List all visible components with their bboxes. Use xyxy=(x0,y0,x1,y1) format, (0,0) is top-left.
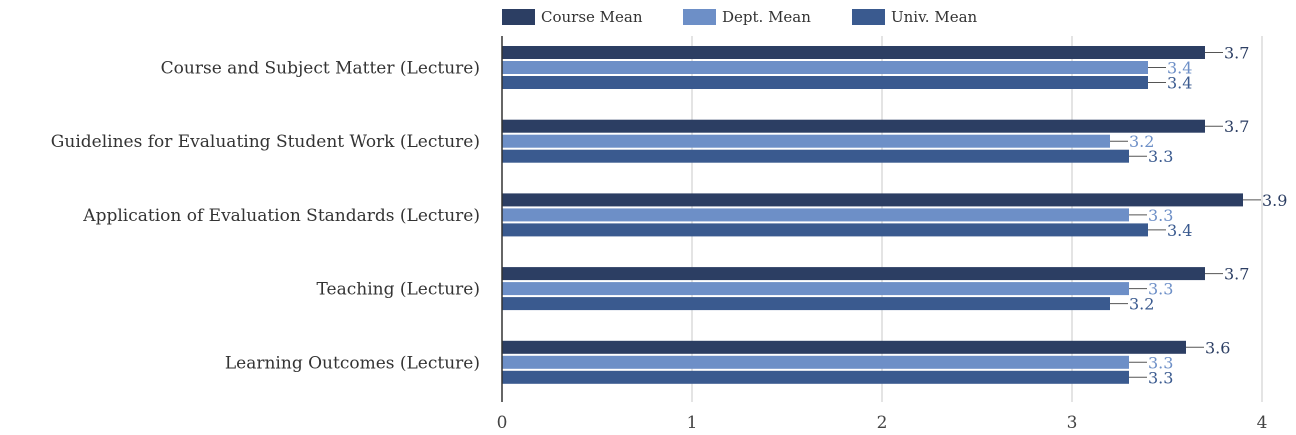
data-label-5-2: 3.3 xyxy=(1148,353,1173,372)
x-tick-label-3: 3 xyxy=(1067,413,1078,433)
bar-3-1 xyxy=(502,193,1243,207)
data-label-1-2: 3.4 xyxy=(1167,59,1192,78)
category-label-2: Guidelines for Evaluating Student Work (… xyxy=(51,132,480,152)
bar-4-3 xyxy=(502,297,1110,311)
x-tick-label-0: 0 xyxy=(497,413,508,433)
legend-label-2: Dept. Mean xyxy=(722,8,811,26)
leader-lines xyxy=(1110,52,1261,378)
bar-3-2 xyxy=(502,208,1129,222)
data-label-2-1: 3.7 xyxy=(1224,117,1249,136)
bar-4-2 xyxy=(502,282,1129,296)
data-label-5-3: 3.3 xyxy=(1148,368,1173,387)
category-label-1: Course and Subject Matter (Lecture) xyxy=(161,59,480,79)
legend-swatch-1 xyxy=(502,9,535,25)
bar-3-3 xyxy=(502,223,1148,237)
legend-swatch-3 xyxy=(852,9,885,25)
bar-5-1 xyxy=(502,340,1186,354)
bar-5-3 xyxy=(502,370,1129,384)
data-label-2-3: 3.3 xyxy=(1148,147,1173,166)
bar-2-1 xyxy=(502,119,1205,133)
data-label-1-1: 3.7 xyxy=(1224,44,1249,63)
category-labels: Course and Subject Matter (Lecture) Guide… xyxy=(51,59,480,374)
category-label-4: Teaching (Lecture) xyxy=(317,280,480,300)
data-label-1-3: 3.4 xyxy=(1167,74,1192,93)
x-tick-label-2: 2 xyxy=(877,413,888,433)
data-label-4-2: 3.3 xyxy=(1148,280,1173,299)
legend: Course Mean Dept. Mean Univ. Mean xyxy=(502,8,978,26)
category-label-5: Learning Outcomes (Lecture) xyxy=(225,353,480,373)
bars xyxy=(502,46,1243,384)
legend-label-1: Course Mean xyxy=(541,8,643,26)
legend-label-3: Univ. Mean xyxy=(891,8,978,26)
data-label-4-1: 3.7 xyxy=(1224,265,1249,284)
bar-5-2 xyxy=(502,355,1129,369)
tick-labels: 0 1 2 3 4 xyxy=(497,413,1268,433)
legend-swatch-2 xyxy=(683,9,716,25)
data-label-3-2: 3.3 xyxy=(1148,206,1173,225)
x-tick-label-1: 1 xyxy=(687,413,698,433)
data-label-3-3: 3.4 xyxy=(1167,221,1192,240)
x-tick-label-4: 4 xyxy=(1257,413,1268,433)
bar-2-2 xyxy=(502,134,1110,148)
bar-2-3 xyxy=(502,149,1129,163)
bar-1-1 xyxy=(502,46,1205,59)
bar-1-2 xyxy=(502,61,1148,74)
data-label-3-1: 3.9 xyxy=(1262,191,1287,210)
data-label-4-3: 3.2 xyxy=(1129,295,1154,314)
data-label-5-1: 3.6 xyxy=(1205,338,1230,357)
data-labels: 3.73.43.43.73.23.33.93.33.43.73.33.23.63… xyxy=(1129,44,1287,388)
data-label-2-2: 3.2 xyxy=(1129,132,1154,151)
bar-1-3 xyxy=(502,76,1148,89)
category-label-3: Application of Evaluation Standards (Lec… xyxy=(82,206,480,226)
bar-4-1 xyxy=(502,267,1205,281)
